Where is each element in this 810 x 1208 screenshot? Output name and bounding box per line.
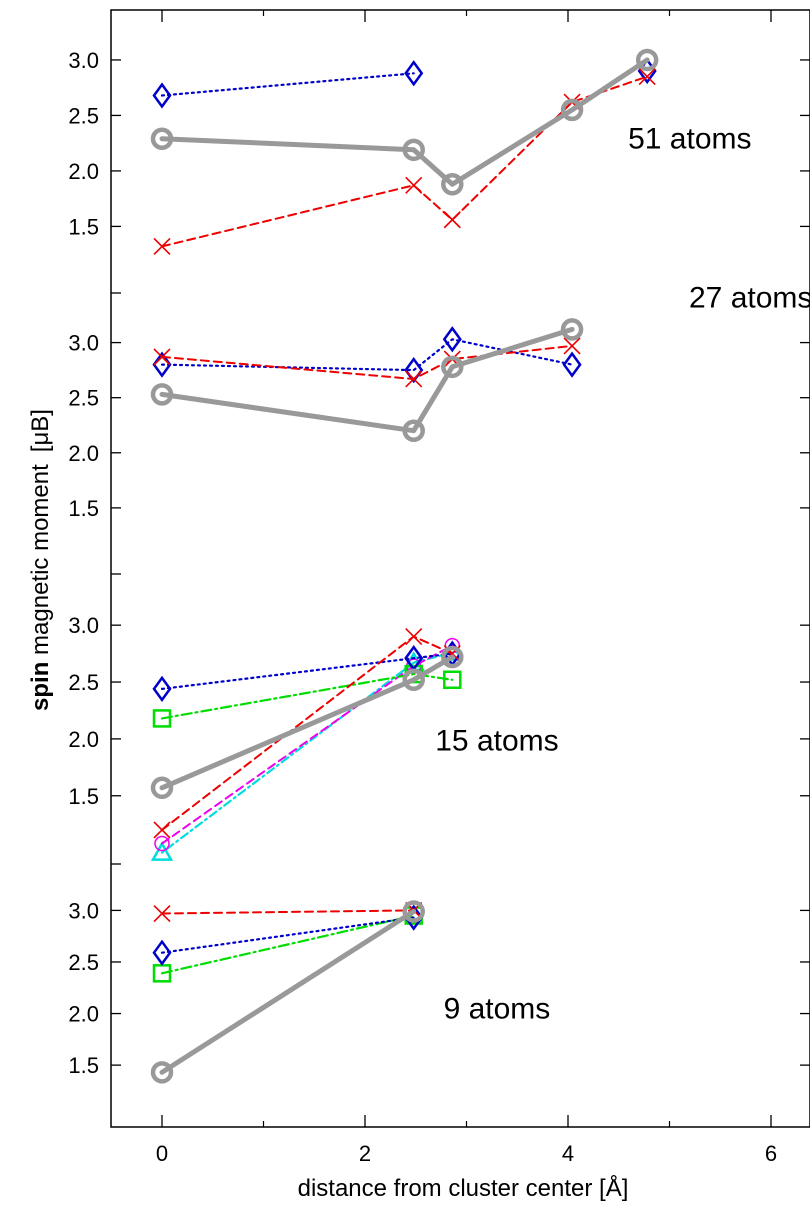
marker-diamond xyxy=(404,60,424,87)
series-line-gray xyxy=(159,908,417,1075)
plot-border xyxy=(110,9,810,1128)
x-axis-title: distance from cluster center [Å] xyxy=(298,1174,629,1202)
y-tick-label: 2.0 xyxy=(68,441,99,466)
data-series xyxy=(150,48,659,1084)
y-tick-label: 2.5 xyxy=(68,103,99,128)
panel-1 xyxy=(150,318,584,442)
labels: 0 2 4 6 1.5 2.0 2.5 3.0 51 atoms 1.5 2.0 2.5 3.0 27 a… xyxy=(68,48,810,1166)
y-tick-label: 1.5 xyxy=(68,784,99,809)
series-line-blue xyxy=(160,652,454,690)
marker-circle xyxy=(150,1061,174,1084)
marker-cross xyxy=(405,627,423,646)
marker-circle xyxy=(402,419,425,442)
marker-diamond xyxy=(562,351,582,378)
marker-square xyxy=(443,670,462,690)
marker-cross xyxy=(638,68,656,86)
axis-ticks xyxy=(111,10,810,1127)
plot-frame xyxy=(110,9,810,1128)
marker-triangle xyxy=(150,841,174,861)
series-line-red xyxy=(161,909,415,915)
marker-circle xyxy=(402,138,425,162)
marker-circle xyxy=(635,48,659,72)
y-axis-title: spin magnetic moment [μB] xyxy=(27,409,54,711)
series-line-gray xyxy=(159,326,575,434)
y-tick-label: 1.5 xyxy=(68,214,99,239)
series-line-red xyxy=(161,75,649,248)
marker-cross xyxy=(405,370,423,388)
series-line-cyan xyxy=(160,651,454,854)
series-line-red xyxy=(161,344,574,380)
series-line-green xyxy=(160,673,454,720)
y-tick-label: 1.5 xyxy=(68,496,99,521)
series-line-blue xyxy=(160,72,415,97)
marker-diamond xyxy=(152,82,172,109)
marker-cross xyxy=(405,176,423,194)
y-tick-label: 2.0 xyxy=(68,1002,99,1027)
marker-circle xyxy=(441,172,464,196)
marker-circle xyxy=(150,776,174,800)
y-tick-label: 3.0 xyxy=(68,331,99,356)
marker-cross xyxy=(153,348,171,366)
series-line-blue xyxy=(160,916,415,954)
y-axis-title-bold: spin xyxy=(27,662,54,711)
panel-label: 27 atoms xyxy=(689,281,810,314)
y-axis-title-rest: magnetic moment xyxy=(27,464,54,662)
y-tick-label: 2.0 xyxy=(68,727,99,752)
y-tick-label: 2.5 xyxy=(68,950,99,975)
series-line-gray xyxy=(159,654,455,791)
marker-cross xyxy=(153,904,171,923)
marker-diamond xyxy=(152,351,172,378)
marker-diamond xyxy=(404,357,424,384)
marker-circle xyxy=(560,98,584,122)
x-tick-label: 2 xyxy=(359,1141,371,1166)
marker-cross xyxy=(443,211,461,229)
marker-diamond xyxy=(152,675,172,702)
marker-circle xyxy=(150,127,174,150)
marker-circle xyxy=(402,668,425,692)
marker-cross xyxy=(153,821,171,839)
panel-label: 9 atoms xyxy=(444,993,551,1026)
series-line-gray xyxy=(159,57,650,187)
x-tick-label: 6 xyxy=(765,1141,777,1166)
panel-2 xyxy=(150,627,464,861)
y-tick-label: 3.0 xyxy=(68,48,99,73)
marker-diamond xyxy=(442,326,462,353)
marker-cross xyxy=(153,237,171,255)
panel-0 xyxy=(150,48,659,255)
marker-square xyxy=(152,709,172,728)
marker-circle xyxy=(441,355,464,379)
y-tick-label: 2.5 xyxy=(68,386,99,411)
y-tick-label: 2.0 xyxy=(68,159,99,184)
marker-cross xyxy=(563,337,581,355)
series-line-blue xyxy=(160,338,574,372)
marker-circle xyxy=(402,900,425,923)
y-tick-label: 1.5 xyxy=(68,1053,99,1078)
panel-label: 51 atoms xyxy=(628,123,751,156)
series-line-green xyxy=(160,914,415,975)
y-tick-label: 3.0 xyxy=(68,898,99,923)
y-tick-label: 3.0 xyxy=(68,613,99,638)
marker-diamond xyxy=(152,939,172,966)
marker-circle xyxy=(150,383,174,406)
x-tick-label: 0 xyxy=(156,1141,168,1166)
marker-open-circle xyxy=(154,835,170,852)
marker-circle xyxy=(441,645,464,669)
marker-circle xyxy=(560,318,584,341)
panel-label: 15 atoms xyxy=(435,724,558,757)
y-axis-title-unit: [μB] xyxy=(27,409,54,452)
panel-3 xyxy=(150,900,425,1084)
y-tick-label: 2.5 xyxy=(68,670,99,695)
x-tick-label: 4 xyxy=(562,1141,574,1166)
